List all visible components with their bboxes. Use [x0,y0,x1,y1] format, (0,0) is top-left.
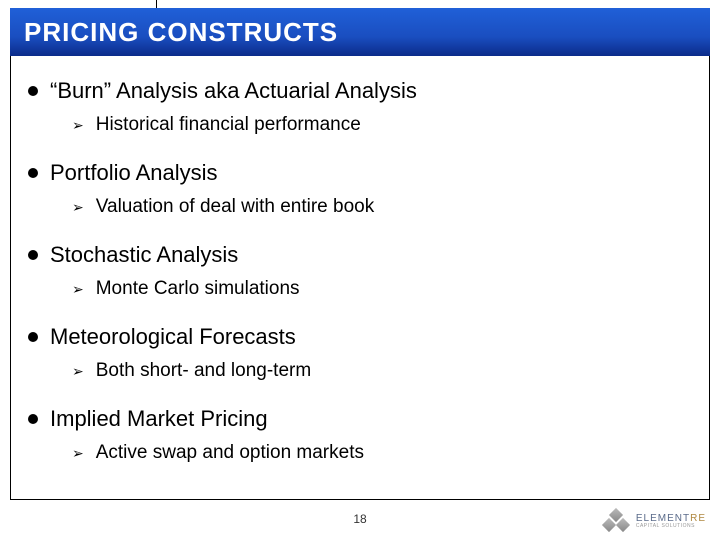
list-item-label: Stochastic Analysis [50,242,238,268]
list-item-label: Implied Market Pricing [50,406,268,432]
bullet-icon [28,250,38,260]
bullet-icon [28,332,38,342]
list-subitem-label: Monte Carlo simulations [96,278,300,300]
list-subitem: ➢ Historical financial performance [72,114,700,136]
logo-mark-icon [602,510,630,532]
list-item: Portfolio Analysis [28,160,700,186]
chevron-icon: ➢ [72,199,84,216]
list-item: “Burn” Analysis aka Actuarial Analysis [28,78,700,104]
list-subitem-label: Both short- and long-term [96,360,311,382]
bullet-icon [28,414,38,424]
list-item: Meteorological Forecasts [28,324,700,350]
logo-tagline: CAPITAL SOLUTIONS [636,524,706,529]
page-number: 18 [353,512,366,526]
list-subitem: ➢ Valuation of deal with entire book [72,196,700,218]
list-item-label: Portfolio Analysis [50,160,218,186]
logo-text: ELEMENTRE [636,514,706,524]
bullet-icon [28,168,38,178]
title-bar: PRICING CONSTRUCTS [10,8,710,56]
list-subitem: ➢ Monte Carlo simulations [72,278,700,300]
list-subitem-label: Valuation of deal with entire book [96,196,375,218]
list-subitem-label: Active swap and option markets [96,442,364,464]
chevron-icon: ➢ [72,363,84,380]
brand-logo: ELEMENTRE CAPITAL SOLUTIONS [602,510,706,532]
list-subitem: ➢ Active swap and option markets [72,442,700,464]
slide-title: PRICING CONSTRUCTS [24,17,338,48]
chevron-icon: ➢ [72,117,84,134]
logo-brand-suffix: RE [690,513,706,524]
chevron-icon: ➢ [72,281,84,298]
list-item-label: “Burn” Analysis aka Actuarial Analysis [50,78,417,104]
bullet-icon [28,86,38,96]
list-item: Implied Market Pricing [28,406,700,432]
chevron-icon: ➢ [72,445,84,462]
content-area: “Burn” Analysis aka Actuarial Analysis ➢… [28,62,700,464]
list-subitem: ➢ Both short- and long-term [72,360,700,382]
list-subitem-label: Historical financial performance [96,114,361,136]
logo-text-wrap: ELEMENTRE CAPITAL SOLUTIONS [636,514,706,529]
list-item-label: Meteorological Forecasts [50,324,296,350]
logo-brand-main: ELEMENT [636,513,690,524]
list-item: Stochastic Analysis [28,242,700,268]
